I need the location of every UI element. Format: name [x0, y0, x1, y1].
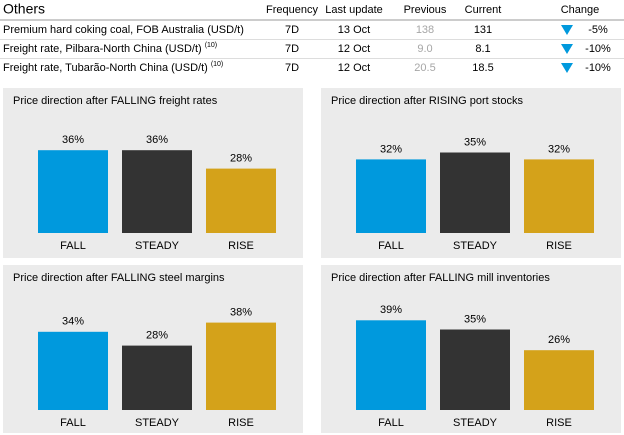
bar	[440, 329, 510, 410]
x-tick-label: STEADY	[135, 417, 180, 429]
chart-title: Price direction after FALLING mill inven…	[331, 272, 550, 284]
chart-title: Price direction after RISING port stocks	[331, 95, 523, 107]
column-header: Last update	[325, 4, 383, 16]
value-label: 35%	[464, 313, 486, 325]
value-label: 28%	[146, 330, 168, 342]
value-label: 38%	[230, 307, 252, 319]
bar	[356, 159, 426, 233]
column-header: Change	[561, 4, 600, 16]
x-tick-label: RISE	[546, 240, 572, 252]
x-tick-label: STEADY	[453, 417, 498, 429]
row-note: (10)	[211, 61, 223, 68]
value-label: 32%	[380, 143, 402, 155]
bar	[524, 159, 594, 233]
cell: -10%	[585, 62, 611, 74]
cell: 131	[474, 24, 492, 36]
bar	[122, 345, 192, 410]
x-tick-label: FALL	[60, 240, 86, 252]
cell: 13 Oct	[338, 24, 370, 36]
cell: 138	[416, 24, 434, 36]
column-header: Current	[465, 4, 502, 16]
cell: 12 Oct	[338, 62, 370, 74]
cell: 20.5	[414, 62, 435, 74]
bar	[356, 320, 426, 410]
cell: -10%	[585, 43, 611, 55]
row-label: Freight rate, Tubarão-North China (USD/t…	[3, 62, 208, 74]
value-label: 39%	[380, 304, 402, 316]
column-header: Previous	[404, 4, 447, 16]
chart-title: Price direction after FALLING steel marg…	[13, 272, 225, 284]
change-arrow	[561, 44, 573, 54]
x-tick-label: STEADY	[453, 240, 498, 252]
value-label: 34%	[62, 316, 84, 328]
value-label: 26%	[548, 334, 570, 346]
cell: 12 Oct	[338, 43, 370, 55]
bar	[440, 152, 510, 233]
value-label: 32%	[548, 143, 570, 155]
x-tick-label: FALL	[60, 417, 86, 429]
cell: 7D	[285, 24, 299, 36]
cell: 9.0	[417, 43, 432, 55]
table-title: Others	[3, 1, 45, 17]
x-tick-label: RISE	[546, 417, 572, 429]
row-label: Freight rate, Pilbara-North China (USD/t…	[3, 43, 202, 55]
bar	[38, 331, 108, 410]
column-header: Frequency	[266, 4, 318, 16]
x-tick-label: RISE	[228, 240, 254, 252]
x-tick-label: RISE	[228, 417, 254, 429]
x-tick-label: FALL	[378, 417, 404, 429]
x-tick-label: STEADY	[135, 240, 180, 252]
change-arrow	[561, 25, 573, 35]
cell: 8.1	[475, 43, 490, 55]
value-label: 36%	[146, 134, 168, 146]
cell: 7D	[285, 62, 299, 74]
cell: 18.5	[472, 62, 493, 74]
chart-title: Price direction after FALLING freight ra…	[13, 95, 218, 107]
row-label: Premium hard coking coal, FOB Australia …	[3, 24, 244, 36]
bar	[206, 168, 276, 233]
cell: -5%	[588, 24, 608, 36]
change-arrow	[561, 63, 573, 73]
row-note: (10)	[205, 42, 217, 49]
x-tick-label: FALL	[378, 240, 404, 252]
value-label: 36%	[62, 134, 84, 146]
bar	[122, 150, 192, 233]
bar	[524, 350, 594, 410]
value-label: 28%	[230, 153, 252, 165]
cell: 7D	[285, 43, 299, 55]
bar	[38, 150, 108, 233]
bar	[206, 322, 276, 410]
value-label: 35%	[464, 136, 486, 148]
